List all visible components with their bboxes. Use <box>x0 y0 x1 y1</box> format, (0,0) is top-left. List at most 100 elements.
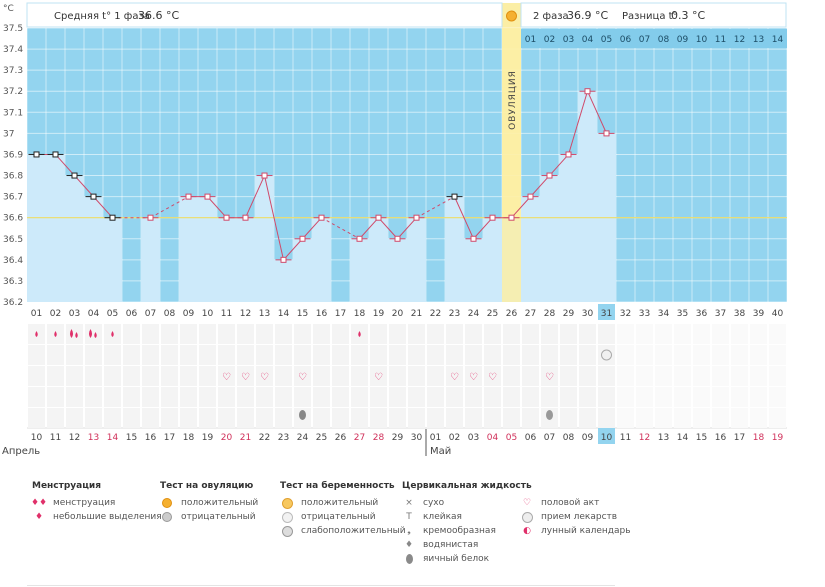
event-cell <box>332 345 349 365</box>
event-cell <box>275 366 292 386</box>
event-cell <box>617 366 634 386</box>
event-cell <box>104 366 121 386</box>
heart-icon: ♡ <box>522 498 532 508</box>
y-tick-label: 36.5 <box>3 235 23 245</box>
event-cell <box>408 366 425 386</box>
event-cell <box>427 387 444 407</box>
cycle-day-label: 20 <box>392 309 404 319</box>
event-cell <box>123 324 140 344</box>
event-cell <box>351 345 368 365</box>
temperature-line <box>93 196 113 219</box>
event-cell <box>161 366 178 386</box>
event-cell <box>66 387 83 407</box>
y-unit-label: °C <box>3 4 14 14</box>
event-cell <box>85 345 102 365</box>
temperature-point <box>318 214 325 221</box>
event-cell <box>237 324 254 344</box>
phase2-day-label: 07 <box>639 35 650 45</box>
cycle-day-label: 15 <box>297 309 308 319</box>
event-cell <box>617 408 634 428</box>
event-cell <box>256 387 273 407</box>
phase2-day-label: 11 <box>715 35 726 45</box>
event-cell <box>674 408 691 428</box>
cycle-day-label: 30 <box>582 309 594 319</box>
phase2-day-row <box>521 29 787 48</box>
date-label: 03 <box>468 433 479 443</box>
temperature-line <box>549 154 569 176</box>
event-cell <box>465 408 482 428</box>
legend-cervical-fluid-title: Цервикальная жидкость <box>402 481 532 491</box>
date-label: 13 <box>88 433 99 443</box>
temperature-line <box>454 196 474 239</box>
event-cell <box>199 345 216 365</box>
temperature-line <box>568 91 588 155</box>
date-label: 22 <box>259 433 270 443</box>
event-cell <box>47 366 64 386</box>
temperature-point <box>546 172 553 179</box>
cycle-day-label: 12 <box>240 309 251 319</box>
date-label: 10 <box>31 433 43 443</box>
cycle-day-label: 31 <box>601 309 612 319</box>
legend-pregnancy-test: Тест на беременность положительный отриц… <box>280 481 406 538</box>
date-label: 26 <box>335 433 347 443</box>
event-cell <box>427 324 444 344</box>
cycle-day-label: 14 <box>278 309 290 319</box>
cycle-day-label: 34 <box>658 309 670 319</box>
cycle-day-label: 28 <box>544 309 556 319</box>
event-cell <box>294 345 311 365</box>
moon-icon: ◐ <box>523 526 531 536</box>
event-cell <box>731 366 748 386</box>
date-label: 08 <box>563 433 575 443</box>
event-cell <box>465 345 482 365</box>
date-label: 16 <box>145 433 157 443</box>
date-label: 14 <box>107 433 119 443</box>
legend-item-spotting: ♦ небольшие выделения <box>32 510 162 524</box>
temperature-point <box>147 214 154 221</box>
temperature-point <box>603 130 610 137</box>
event-cell <box>28 366 45 386</box>
blood-drops-icon: ♦♦ <box>30 498 48 508</box>
temperature-bar <box>540 175 559 302</box>
temperature-point <box>280 256 287 263</box>
event-cell <box>256 366 273 386</box>
event-cell <box>123 366 140 386</box>
current-date-highlight <box>598 428 615 444</box>
date-label: 23 <box>278 433 289 443</box>
event-cell <box>674 387 691 407</box>
event-cell <box>237 408 254 428</box>
legend-ovulation-test-title: Тест на овуляцию <box>160 481 254 491</box>
heart-icon: ♡ <box>488 372 497 383</box>
event-cell <box>66 345 83 365</box>
phase2-day-label: 04 <box>582 35 594 45</box>
event-cell <box>636 387 653 407</box>
cervical-fluid-icon <box>299 410 306 420</box>
temperature-bar <box>65 175 84 302</box>
event-cell <box>522 366 539 386</box>
diff-value: 0.3 °C <box>671 9 705 22</box>
event-cell <box>294 324 311 344</box>
cycle-day-label: 03 <box>69 309 80 319</box>
event-cell <box>218 366 235 386</box>
temperature-line <box>359 217 379 240</box>
y-tick-label: 36.6 <box>3 214 23 224</box>
event-cell <box>275 345 292 365</box>
date-label: 09 <box>582 433 594 443</box>
date-label: 15 <box>696 433 707 443</box>
temperature-bar <box>46 154 65 302</box>
event-cell <box>712 366 729 386</box>
event-cell <box>541 345 558 365</box>
sticky-t-icon: T <box>406 512 412 522</box>
cycle-day-label: 08 <box>164 309 176 319</box>
cycle-day-label: 07 <box>145 309 156 319</box>
event-cell <box>389 408 406 428</box>
event-cell <box>28 408 45 428</box>
event-cell <box>180 324 197 344</box>
event-cell <box>427 408 444 428</box>
temperature-line <box>55 154 75 176</box>
temperature-point <box>90 193 97 200</box>
phase2-day-label: 13 <box>753 35 764 45</box>
watery-drop-icon: ♦ <box>404 540 414 550</box>
legend-menstruation: Менструация ♦♦ менструация ♦ небольшие выд… <box>30 481 162 524</box>
date-label: 18 <box>183 433 195 443</box>
